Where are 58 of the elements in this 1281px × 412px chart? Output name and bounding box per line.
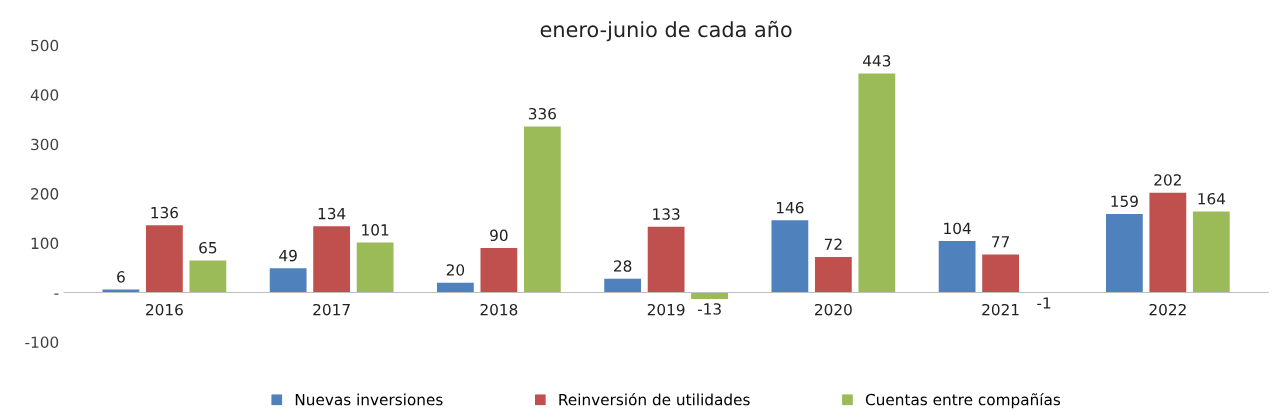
bar xyxy=(982,254,1019,293)
data-label: 134 xyxy=(318,207,346,220)
x-tick-label: 2018 xyxy=(480,303,518,316)
bar xyxy=(313,226,351,293)
data-label: 136 xyxy=(151,206,179,219)
bar xyxy=(1149,192,1187,293)
x-tick-label: 2022 xyxy=(1149,303,1186,316)
data-label: -1 xyxy=(1037,297,1051,309)
bar xyxy=(269,268,307,293)
bar xyxy=(437,282,474,293)
bar xyxy=(1192,211,1230,293)
bar xyxy=(604,278,642,293)
bar xyxy=(146,225,183,293)
data-label: 28 xyxy=(614,260,632,272)
bar xyxy=(523,126,561,293)
data-label: 6 xyxy=(117,271,125,283)
data-label: 72 xyxy=(824,238,842,250)
data-label: 159 xyxy=(1111,195,1138,207)
data-label: 65 xyxy=(199,241,217,254)
data-label: 20 xyxy=(446,264,465,276)
bar xyxy=(189,260,227,293)
bar xyxy=(691,292,728,299)
legend-label: Reinversión de utilidades xyxy=(559,392,750,406)
bar xyxy=(771,220,809,293)
data-label: 133 xyxy=(653,208,680,220)
bar xyxy=(647,226,685,293)
data-label: 146 xyxy=(776,201,804,214)
y-tick-label: 100 xyxy=(31,237,59,250)
x-tick-label: 2020 xyxy=(815,303,852,316)
legend-label: Nuevas inversiones xyxy=(295,393,443,406)
data-label: 49 xyxy=(279,249,297,262)
y-tick-label: - xyxy=(54,293,59,295)
y-tick-label: 300 xyxy=(31,138,59,151)
x-tick-label: 2019 xyxy=(647,303,685,316)
chart-title: enero-junio de cada año xyxy=(540,20,792,42)
x-tick-label: 2016 xyxy=(146,303,183,316)
data-label: 104 xyxy=(944,222,971,235)
bar xyxy=(858,73,896,293)
bar xyxy=(356,242,394,293)
data-label: -13 xyxy=(697,303,721,315)
bar xyxy=(938,241,976,293)
x-tick-label: 2021 xyxy=(982,303,1019,316)
y-tick-label: 200 xyxy=(31,188,59,200)
data-label: 336 xyxy=(528,107,556,120)
bar xyxy=(480,248,518,293)
data-label: 90 xyxy=(490,229,508,242)
x-tick-label: 2017 xyxy=(313,303,350,316)
data-label: 101 xyxy=(362,224,389,236)
bar xyxy=(814,256,852,293)
y-tick-label: 500 xyxy=(31,39,59,52)
y-tick-label: -100 xyxy=(25,336,59,348)
y-tick-label: 400 xyxy=(30,89,59,101)
legend-label: Cuentas entre compañías xyxy=(865,392,1061,409)
data-label: 77 xyxy=(992,236,1010,248)
data-label: 164 xyxy=(1198,192,1226,205)
bar xyxy=(1105,213,1143,293)
data-label: 443 xyxy=(863,55,891,67)
data-label: 202 xyxy=(1154,174,1181,186)
